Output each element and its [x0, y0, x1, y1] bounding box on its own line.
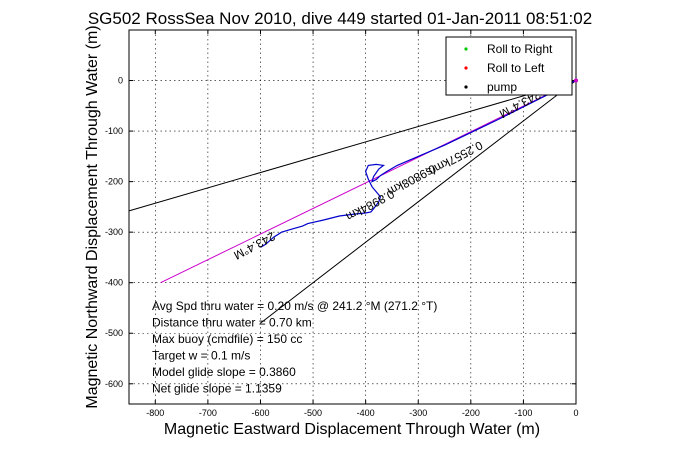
legend-marker: [464, 66, 468, 70]
y-tick-label: -200: [105, 177, 123, 187]
chart-title: SG502 RossSea Nov 2010, dive 449 started…: [88, 9, 592, 28]
legend-box: [445, 36, 573, 96]
stats-annotations: Avg Spd thru water = 0.20 m/s @ 241.2 °M…: [152, 299, 437, 396]
y-tick-label: -500: [105, 328, 123, 338]
series-line-blue-track: [260, 79, 577, 248]
x-tick-label: -400: [357, 408, 375, 418]
legend-label: Roll to Left: [487, 61, 545, 75]
legend-marker: [464, 85, 468, 89]
grid: [129, 30, 577, 404]
stats-annotation-line: Avg Spd thru water = 0.20 m/s @ 241.2 °M…: [152, 299, 437, 313]
y-tick-label: -100: [105, 126, 123, 136]
data-series: [128, 78, 578, 324]
legend-label: Roll to Right: [487, 42, 553, 56]
x-axis-label: Magnetic Eastward Displacement Through W…: [164, 421, 540, 438]
x-tick-label: -800: [146, 408, 164, 418]
y-tick-label: -300: [105, 227, 123, 237]
x-tick-label: -200: [462, 408, 480, 418]
x-tick-label: 0: [573, 408, 578, 418]
stats-annotation-line: Model glide slope = 0.3860: [152, 365, 296, 379]
y-axis-label: Magnetic Northward Displacement Through …: [84, 25, 101, 408]
y-tick-label: -600: [105, 379, 123, 389]
x-tick-label: -300: [409, 408, 427, 418]
legend: Roll to Right Roll to Left pump: [445, 36, 573, 96]
axis-ticks: -800 -700 -600 -500 -400 -300 -200 -100 0 0 -100 -2…: [105, 30, 579, 418]
series-line-black-cone-upper: [128, 80, 577, 212]
x-tick-label: -700: [199, 408, 217, 418]
series-line-magenta-heading: [160, 80, 577, 284]
y-tick-label: 0: [118, 76, 123, 86]
x-tick-label: -500: [304, 408, 322, 418]
stats-annotation-line: Net glide slope = 1.1359: [152, 382, 282, 396]
x-tick-label: -600: [251, 408, 269, 418]
stats-annotation-line: Distance thru water = 0.70 km: [152, 316, 312, 330]
legend-label: pump: [487, 80, 517, 94]
y-tick-label: -400: [105, 278, 123, 288]
legend-marker: [464, 47, 468, 51]
stats-annotation-line: Target w = 0.1 m/s: [152, 349, 250, 363]
series-line-black-cone-lower: [260, 80, 577, 324]
stats-annotation-line: Max buoy (cmdfile) = 150 cc: [152, 332, 302, 346]
series-origin-marker: [574, 78, 578, 83]
x-tick-label: -100: [514, 408, 532, 418]
